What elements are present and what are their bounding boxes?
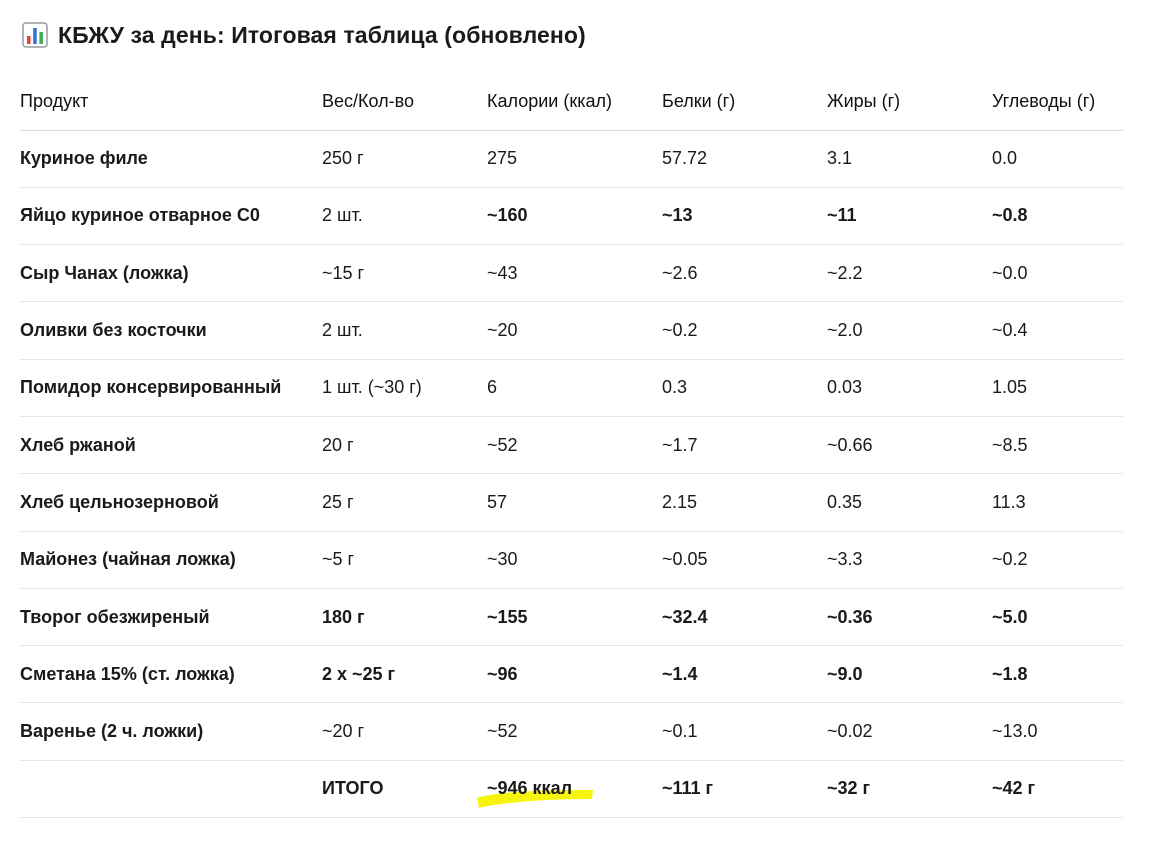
table-row: Творог обезжиреный 180 г ~155 ~32.4 ~0.36 ~5.… bbox=[20, 589, 1123, 647]
table-row: Яйцо куриное отварное С0 2 шт. ~160 ~13 ~11 ~… bbox=[20, 188, 1123, 246]
cell-carbs: ~8.5 bbox=[992, 434, 1028, 455]
cell-product: Сыр Чанах (ложка) bbox=[20, 262, 189, 283]
table-row: Хлеб ржаной 20 г ~52 ~1.7 ~0.66 ~8.5 bbox=[20, 417, 1123, 475]
cell-calories: ~155 bbox=[487, 606, 528, 627]
cell-product: Сметана 15% (ст. ложка) bbox=[20, 663, 235, 684]
cell-product: Куриное филе bbox=[20, 148, 148, 169]
cell-carbs: ~0.2 bbox=[992, 549, 1028, 570]
total-label: ИТОГО bbox=[322, 778, 384, 799]
cell-protein: 0.3 bbox=[662, 377, 688, 398]
page-title: КБЖУ за день: Итоговая таблица (обновлен… bbox=[22, 18, 586, 52]
cell-calories: ~96 bbox=[487, 663, 518, 684]
cell-carbs: ~13.0 bbox=[992, 721, 1038, 742]
cell-protein: ~1.4 bbox=[662, 663, 698, 684]
cell-calories: ~20 bbox=[487, 320, 518, 341]
cell-fat: ~0.02 bbox=[827, 721, 873, 742]
cell-calories: 6 bbox=[487, 377, 498, 398]
cell-protein: ~32.4 bbox=[662, 606, 708, 627]
cell-protein: ~0.05 bbox=[662, 549, 708, 570]
header-fat: Жиры (г) bbox=[827, 90, 901, 111]
cell-calories: ~52 bbox=[487, 434, 518, 455]
cell-weight: 20 г bbox=[322, 434, 354, 455]
cell-fat: ~2.2 bbox=[827, 262, 863, 283]
table-header-row: Продукт Вес/Кол-во Калории (ккал) Белки … bbox=[20, 73, 1123, 131]
total-protein: ~111 г bbox=[662, 778, 714, 799]
cell-fat: ~0.36 bbox=[827, 606, 873, 627]
header-weight: Вес/Кол-во bbox=[322, 90, 414, 111]
cell-product: Творог обезжиреный bbox=[20, 606, 210, 627]
cell-calories: ~30 bbox=[487, 549, 518, 570]
total-carbs: ~42 г bbox=[992, 778, 1036, 799]
cell-carbs: 11.3 bbox=[992, 491, 1026, 512]
cell-product: Хлеб ржаной bbox=[20, 434, 136, 455]
table-body: Куриное филе 250 г 275 57.72 3.1 0.0 Яйцо кури… bbox=[20, 131, 1123, 761]
cell-weight: 250 г bbox=[322, 148, 364, 169]
cell-protein: 57.72 bbox=[662, 148, 708, 169]
table-total-row: ИТОГО ~946 ккал ~111 г ~32 г ~42 г bbox=[20, 761, 1123, 819]
cell-carbs: ~5.0 bbox=[992, 606, 1028, 627]
total-calories-cell: ~946 ккал bbox=[477, 761, 593, 817]
cell-product: Оливки без косточки bbox=[20, 320, 207, 341]
cell-fat: ~9.0 bbox=[827, 663, 863, 684]
cell-carbs: ~1.8 bbox=[992, 663, 1028, 684]
table-row: Сметана 15% (ст. ложка) 2 x ~25 г ~96 ~1.4 ~… bbox=[20, 646, 1123, 704]
cell-weight: 25 г bbox=[322, 491, 354, 512]
table-row: Оливки без косточки 2 шт. ~20 ~0.2 ~2.0 ~0.4 bbox=[20, 302, 1123, 360]
table-row: Куриное филе 250 г 275 57.72 3.1 0.0 bbox=[20, 131, 1123, 188]
cell-weight: 2 шт. bbox=[322, 320, 363, 341]
cell-fat: 3.1 bbox=[827, 148, 853, 169]
cell-weight: 2 шт. bbox=[322, 205, 363, 226]
cell-calories: 275 bbox=[487, 148, 518, 169]
cell-product: Яйцо куриное отварное С0 bbox=[20, 205, 260, 226]
cell-product: Хлеб цельнозерновой bbox=[20, 491, 219, 512]
bar-chart-icon bbox=[22, 22, 48, 48]
cell-fat: ~3.3 bbox=[827, 549, 863, 570]
cell-protein: ~2.6 bbox=[662, 262, 698, 283]
cell-protein: ~0.2 bbox=[662, 320, 698, 341]
header-carbs: Углеводы (г) bbox=[992, 90, 1096, 111]
cell-protein: ~1.7 bbox=[662, 434, 698, 455]
cell-fat: ~2.0 bbox=[827, 320, 863, 341]
cell-carbs: 1.05 bbox=[992, 377, 1028, 398]
cell-protein: ~13 bbox=[662, 205, 693, 226]
cell-weight: ~15 г bbox=[322, 262, 365, 283]
cell-fat: ~11 bbox=[827, 205, 857, 226]
cell-calories: ~52 bbox=[487, 721, 518, 742]
table-row: Хлеб цельнозерновой 25 г 57 2.15 0.35 11.3 bbox=[20, 474, 1123, 532]
cell-calories: ~160 bbox=[487, 205, 528, 226]
cell-product: Варенье (2 ч. ложки) bbox=[20, 721, 204, 742]
cell-fat: 0.03 bbox=[827, 377, 863, 398]
page-title-text: КБЖУ за день: Итоговая таблица (обновлен… bbox=[58, 21, 586, 48]
cell-carbs: ~0.4 bbox=[992, 320, 1028, 341]
cell-calories: 57 bbox=[487, 491, 508, 512]
total-fat: ~32 г bbox=[827, 778, 871, 799]
highlighter-mark bbox=[477, 790, 593, 809]
total-calories-highlight: ~946 ккал bbox=[477, 778, 593, 809]
header-calories: Калории (ккал) bbox=[487, 90, 612, 111]
cell-weight: ~5 г bbox=[322, 549, 355, 570]
cell-fat: 0.35 bbox=[827, 491, 863, 512]
cell-protein: ~0.1 bbox=[662, 721, 698, 742]
total-calories: ~946 ккал bbox=[487, 778, 573, 799]
header-protein: Белки (г) bbox=[662, 90, 736, 111]
cell-carbs: 0.0 bbox=[992, 148, 1018, 169]
nutrition-table: Продукт Вес/Кол-во Калории (ккал) Белки … bbox=[20, 73, 1123, 819]
cell-weight: 1 шт. (~30 г) bbox=[322, 377, 422, 398]
cell-weight: 180 г bbox=[322, 606, 365, 627]
cell-carbs: ~0.0 bbox=[992, 262, 1028, 283]
cell-weight: ~20 г bbox=[322, 721, 365, 742]
table-row: Варенье (2 ч. ложки) ~20 г ~52 ~0.1 ~0.02 ~13… bbox=[20, 703, 1123, 761]
header-product: Продукт bbox=[20, 90, 89, 111]
cell-protein: 2.15 bbox=[662, 491, 698, 512]
cell-carbs: ~0.8 bbox=[992, 205, 1028, 226]
cell-product: Помидор консервированный bbox=[20, 377, 282, 398]
table-row: Майонез (чайная ложка) ~5 г ~30 ~0.05 ~3.3 ~0… bbox=[20, 532, 1123, 589]
cell-calories: ~43 bbox=[487, 262, 518, 283]
cell-fat: ~0.66 bbox=[827, 434, 873, 455]
cell-product: Майонез (чайная ложка) bbox=[20, 549, 236, 570]
cell-weight: 2 x ~25 г bbox=[322, 663, 396, 684]
table-row: Помидор консервированный 1 шт. (~30 г) 6 0.… bbox=[20, 360, 1123, 417]
table-row: Сыр Чанах (ложка) ~15 г ~43 ~2.6 ~2.2 ~0.0 bbox=[20, 245, 1123, 303]
